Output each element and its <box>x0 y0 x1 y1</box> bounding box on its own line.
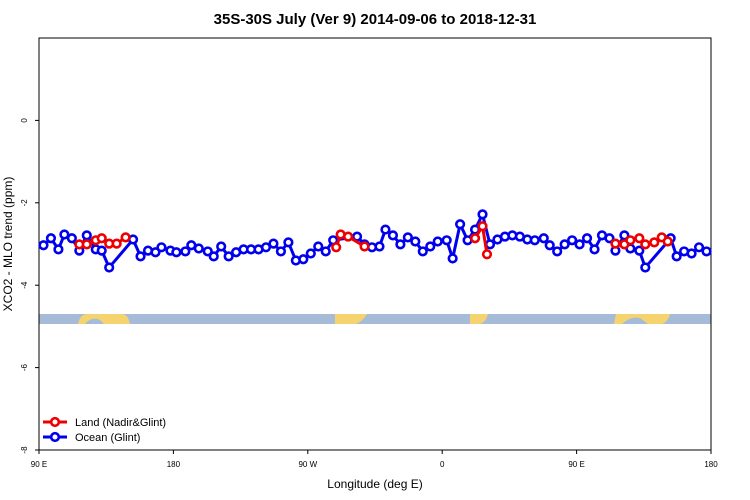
data-point <box>305 248 316 259</box>
data-point <box>425 241 436 252</box>
data-point <box>481 249 493 260</box>
data-point <box>223 251 234 262</box>
land-ocean-strip <box>39 314 711 324</box>
data-point <box>260 242 272 253</box>
x-tick-label: 180 <box>704 460 718 469</box>
y-tick-label: -4 <box>20 281 29 289</box>
data-point <box>604 233 615 244</box>
data-point <box>640 239 651 250</box>
data-point <box>275 246 287 257</box>
legend-marker <box>49 431 61 443</box>
data-point <box>59 229 70 240</box>
data-point <box>529 235 540 246</box>
data-point <box>410 236 421 247</box>
data-point <box>567 235 578 246</box>
data-point <box>402 232 413 243</box>
data-point <box>268 238 279 249</box>
data-point <box>66 233 77 244</box>
data-point <box>662 236 673 247</box>
data-point <box>432 236 443 247</box>
data-point <box>104 262 115 273</box>
data-point <box>447 253 458 264</box>
data-point <box>589 244 600 255</box>
data-point <box>686 248 697 259</box>
y-tick-label: -2 <box>20 199 29 207</box>
data-point <box>81 239 92 250</box>
x-tick-label: 90 W <box>298 460 317 469</box>
x-tick-label: 90 E <box>31 460 47 469</box>
data-point <box>477 221 488 232</box>
data-point <box>395 239 406 250</box>
data-point <box>283 237 294 248</box>
data-point <box>538 233 549 244</box>
data-point <box>544 240 555 251</box>
data-point <box>640 262 651 273</box>
data-point <box>581 233 593 244</box>
data-point <box>135 251 146 262</box>
data-point <box>634 245 645 256</box>
data-point <box>216 241 227 252</box>
data-point <box>359 241 370 252</box>
data-point <box>380 224 391 235</box>
y-tick-label: -8 <box>20 446 29 454</box>
data-point <box>81 230 92 241</box>
data-point <box>552 246 563 257</box>
data-point <box>53 244 64 255</box>
data-point <box>387 230 399 241</box>
legend-label: Ocean (Glint) <box>75 432 140 444</box>
data-point <box>45 233 57 244</box>
data-point <box>298 254 309 265</box>
data-point <box>208 251 219 262</box>
data-point <box>441 235 452 246</box>
data-point <box>634 233 645 244</box>
data-point <box>469 233 481 244</box>
data-point <box>374 241 385 252</box>
data-point <box>477 209 488 220</box>
chart-title: 35S-30S July (Ver 9) 2014-09-06 to 2018-… <box>214 11 537 28</box>
x-tick-label: 180 <box>167 460 181 469</box>
data-point <box>320 246 331 257</box>
data-point <box>625 235 636 246</box>
data-point <box>574 239 585 250</box>
data-point <box>417 246 428 257</box>
x-tick-label: 0 <box>440 460 445 469</box>
legend-label: Land (Nadir&Glint) <box>75 417 166 429</box>
data-point <box>180 246 191 257</box>
x-axis-title: Longitude (deg E) <box>327 477 422 491</box>
y-tick-label: 0 <box>20 118 29 123</box>
data-point <box>171 247 182 258</box>
data-point <box>693 242 705 253</box>
data-point <box>649 237 660 248</box>
data-point <box>610 238 621 249</box>
y-axis-title: XCO2 - MLO trend (ppm) <box>1 177 15 312</box>
data-point <box>111 238 122 249</box>
data-point <box>96 233 107 244</box>
data-point <box>331 242 342 253</box>
data-point <box>156 242 167 253</box>
x-tick-label: 90 E <box>568 460 584 469</box>
data-point <box>38 240 49 251</box>
y-tick-label: -6 <box>20 363 29 371</box>
data-point <box>701 246 712 257</box>
data-point <box>343 231 354 242</box>
data-point <box>313 241 324 252</box>
data-point <box>193 243 204 254</box>
data-point <box>96 245 107 256</box>
data-point <box>455 219 466 230</box>
data-point <box>559 239 570 250</box>
legend-marker <box>49 416 61 428</box>
data-point <box>120 232 131 243</box>
data-point <box>671 251 682 262</box>
